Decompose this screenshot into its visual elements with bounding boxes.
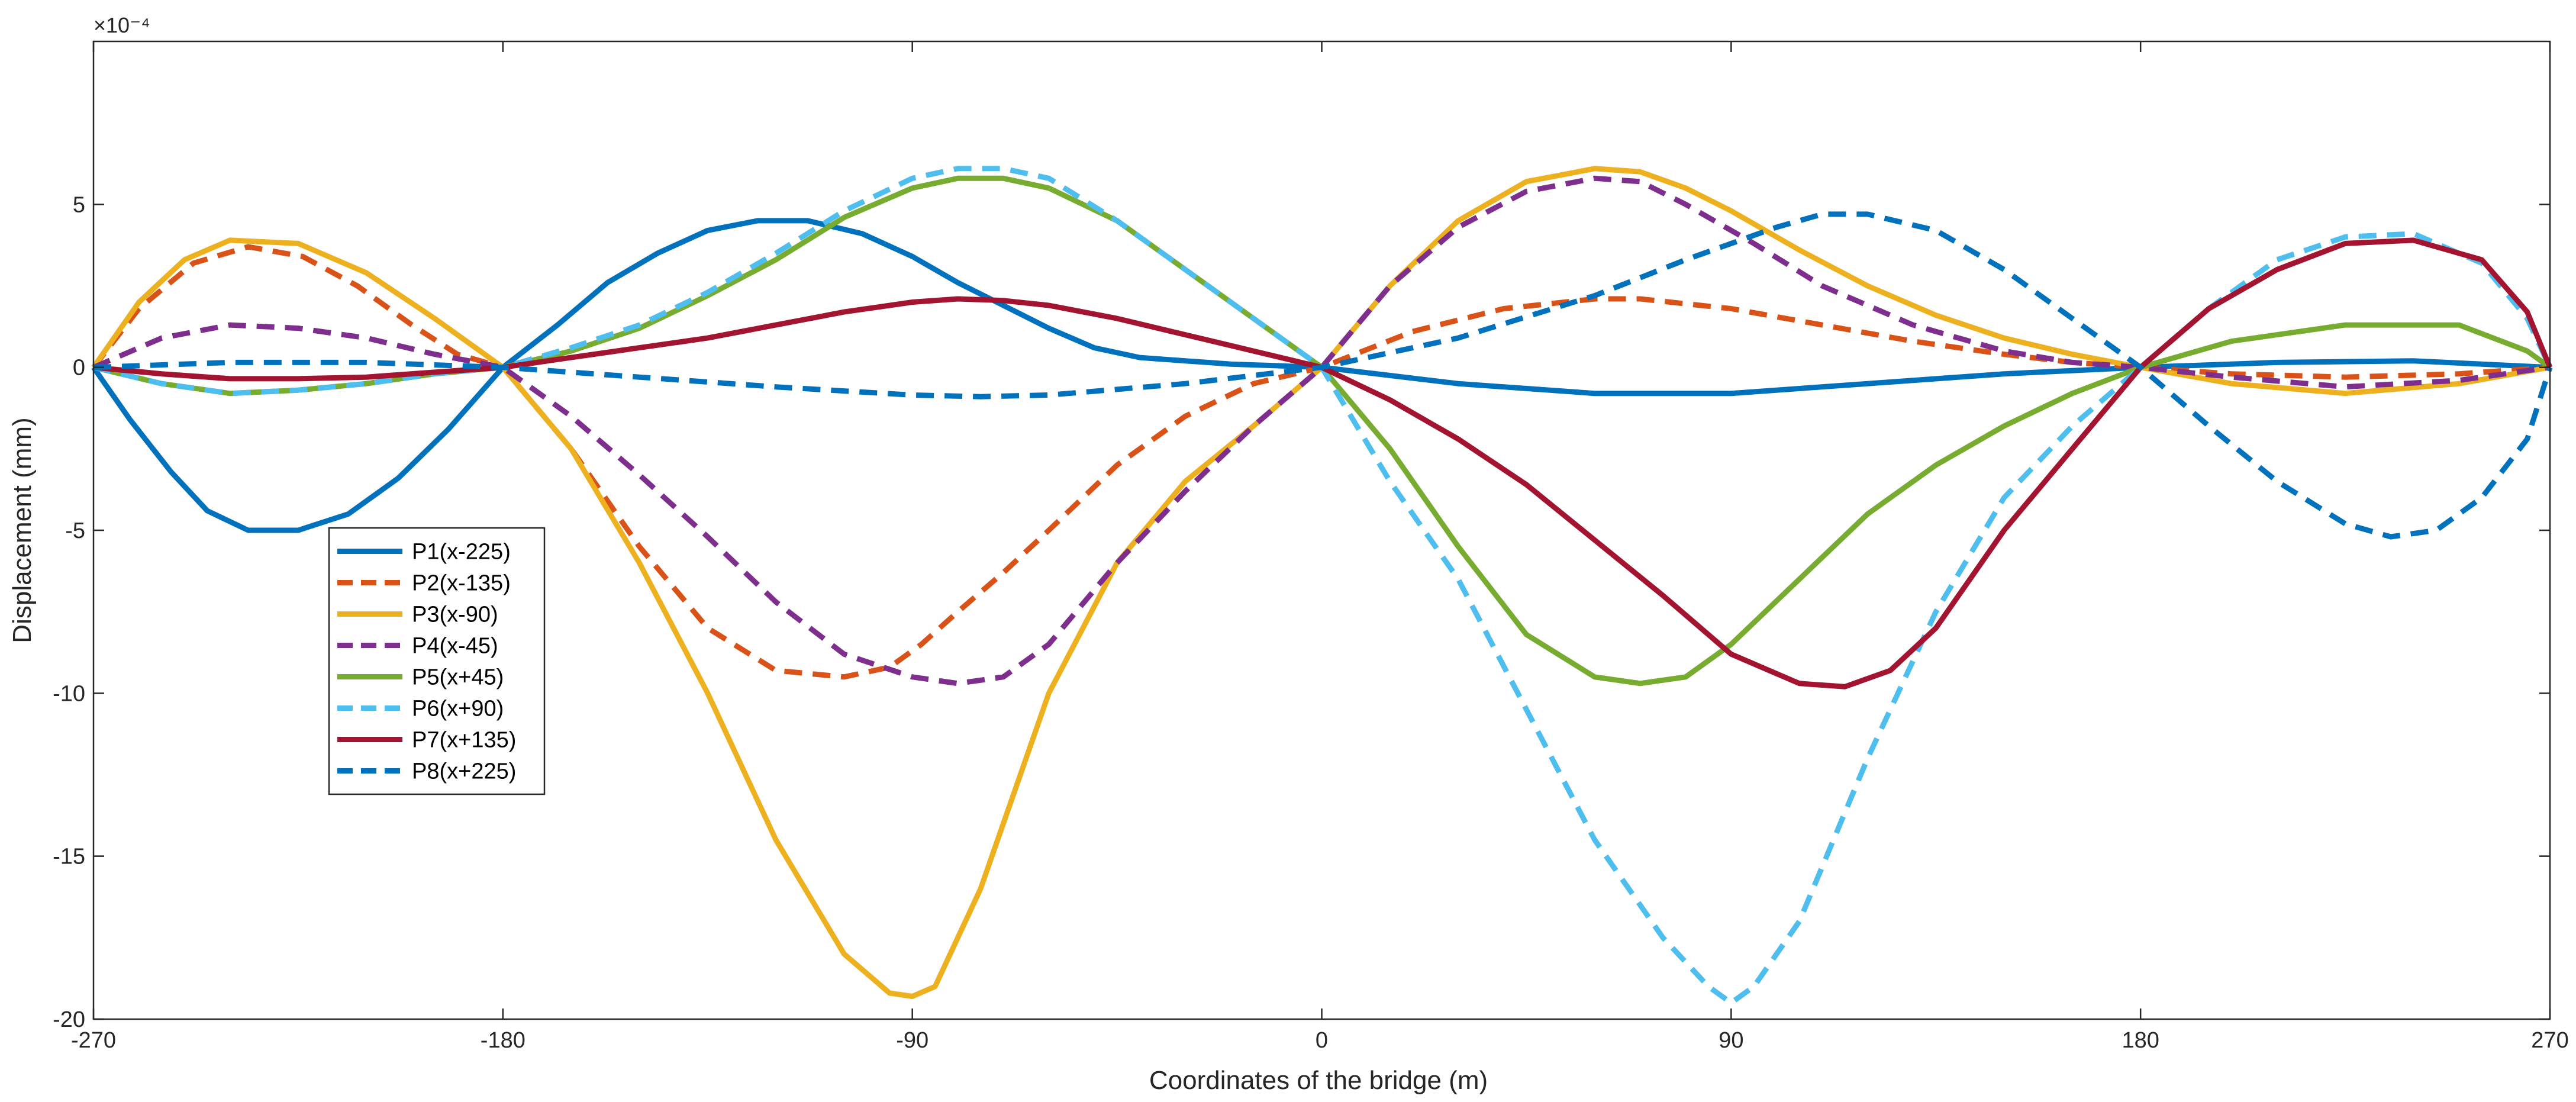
legend-label-8: P8(x+225) <box>412 759 516 784</box>
y-axis-label: Displacement (mm) <box>8 417 37 643</box>
series-line-7 <box>93 237 2553 689</box>
x-tick-label: 270 <box>2531 1028 2568 1053</box>
legend-label-1: P1(x-225) <box>412 540 511 565</box>
series-line-1 <box>91 218 2551 533</box>
y-tick-label: 5 <box>73 192 85 217</box>
legend-label-2: P2(x-135) <box>412 571 511 596</box>
y-tick-label: -20 <box>53 1007 85 1032</box>
x-tick-label: 90 <box>1719 1028 1743 1053</box>
legend-label-3: P3(x-90) <box>412 602 498 627</box>
y-tick-label: 0 <box>73 356 85 381</box>
x-tick-label: 180 <box>2122 1028 2159 1053</box>
x-axis-label: Coordinates of the bridge (m) <box>1149 1066 1488 1095</box>
legend-label-5: P5(x+45) <box>412 665 504 690</box>
y-tick-label: -10 <box>53 681 85 706</box>
x-tick-label: -90 <box>896 1028 928 1053</box>
series-line-8 <box>93 211 2553 540</box>
x-tick-label: -180 <box>481 1028 525 1053</box>
series-line-6 <box>92 166 2553 1006</box>
series-line-3 <box>91 166 2551 999</box>
x-tick-label: 0 <box>1316 1028 1328 1053</box>
legend-label-4: P4(x-45) <box>412 634 498 659</box>
axes-layer: -270 -180 -90 0 90 180 270 -20 -15 -10 -5 0 5 <box>53 40 2569 1053</box>
legend-label-7: P7(x+135) <box>412 728 516 753</box>
legend-box <box>328 527 546 795</box>
x-tick-label: -270 <box>71 1028 116 1053</box>
y-tick-label: -15 <box>53 845 85 869</box>
y-tick-label: -5 <box>65 518 85 543</box>
legend: P1(x-225) P2(x-135) P3(x-90) P4(x-45) P5(x+4… <box>328 527 546 795</box>
series-line-2 <box>91 244 2551 680</box>
y-exponent-label: ×10⁻⁴ <box>94 13 150 37</box>
legend-label-6: P6(x+90) <box>412 697 504 721</box>
series-layer <box>91 166 2553 1006</box>
